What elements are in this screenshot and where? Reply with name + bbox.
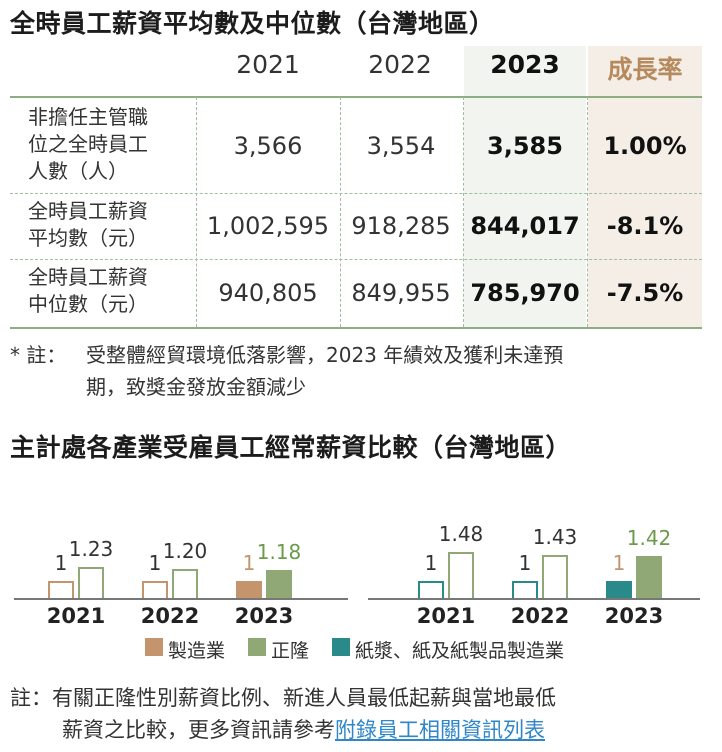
table-bottom-rule xyxy=(10,327,702,329)
table-title: 全時員工薪資平均數及中位數（台灣地區） xyxy=(10,9,495,38)
bar-baseline xyxy=(48,581,74,598)
table-row-divider xyxy=(10,259,702,260)
bar-baseline xyxy=(236,581,262,598)
bar-value-label: 1.23 xyxy=(68,537,114,561)
col-growth-bg xyxy=(588,46,702,328)
legend-label-manufacturing: 製造業 xyxy=(168,640,226,662)
header-growth: 成長率 xyxy=(607,55,683,84)
bar-value-label: 1.48 xyxy=(438,522,484,546)
table-col-divider xyxy=(463,97,464,327)
bar-company xyxy=(448,552,474,598)
row-label-median: 全時員工薪資 中位數（元） xyxy=(28,265,148,316)
note-line-1: 受整體經貿環境低落影響，2023 年績效及獲利未達預 xyxy=(86,343,564,367)
footer-note-line-1: 註：有關正隆性別薪資比例、新進人員最低起薪與當地最低 xyxy=(10,686,556,710)
table-col-divider xyxy=(340,97,341,327)
bar-value-label: 1 xyxy=(54,551,68,575)
x-tick-label: 2022 xyxy=(510,604,570,628)
bar-value-label: 1 xyxy=(424,551,438,575)
cell-average-2022: 918,285 xyxy=(351,212,451,240)
cell-median-2021: 940,805 xyxy=(218,279,318,307)
bar-baseline xyxy=(606,581,632,598)
legend-swatch-company xyxy=(248,638,266,656)
col-2023-bg xyxy=(464,46,586,328)
cell-employees-2022: 3,554 xyxy=(366,132,436,160)
row-label-employees: 非擔任主管職 位之全時員工 人數（人） xyxy=(28,105,148,183)
legend-label-paper-industry: 紙漿、紙及紙製品製造業 xyxy=(355,640,565,662)
cell-median-growth: -7.5% xyxy=(606,279,684,307)
footer-note-line-2: 薪資之比較，更多資訊請參考附錄員工相關資訊列表 xyxy=(62,714,545,744)
x-tick-label: 2021 xyxy=(416,604,476,628)
bar-value-label: 1 xyxy=(242,551,256,575)
cell-average-2023: 844,017 xyxy=(470,212,580,240)
legend-swatch-manufacturing xyxy=(145,638,163,656)
bar-company xyxy=(266,570,292,598)
bar-baseline xyxy=(418,581,444,598)
bar-value-label: 1.43 xyxy=(532,525,578,549)
cell-employees-growth: 1.00% xyxy=(603,132,687,160)
header-2022: 2022 xyxy=(368,50,432,79)
legend-swatch-paper-industry xyxy=(332,638,350,656)
table-header-rule xyxy=(10,96,702,98)
bar-company xyxy=(78,567,104,598)
table-col-divider xyxy=(587,97,588,327)
bar-baseline xyxy=(142,581,168,598)
cell-average-2021: 1,002,595 xyxy=(206,212,330,240)
cell-median-2022: 849,955 xyxy=(351,279,451,307)
cell-employees-2023: 3,585 xyxy=(487,132,563,160)
note-line-2: 期，致獎金發放金額減少 xyxy=(86,375,306,399)
bar-value-label: 1.18 xyxy=(256,540,302,564)
bar-value-label: 1 xyxy=(518,551,532,575)
x-tick-label: 2022 xyxy=(140,604,200,628)
legend-label-company: 正隆 xyxy=(271,640,310,662)
bar-company xyxy=(172,569,198,598)
bar-value-label: 1.20 xyxy=(162,539,208,563)
table-row-divider xyxy=(10,193,702,194)
bar-company xyxy=(542,555,568,598)
header-2021: 2021 xyxy=(236,50,300,79)
x-tick-label: 2023 xyxy=(234,604,294,628)
cell-employees-2021: 3,566 xyxy=(233,132,303,160)
chart-title: 主計處各產業受雇員工經常薪資比較（台灣地區） xyxy=(10,433,572,462)
row-label-average: 全時員工薪資 平均數（元） xyxy=(28,199,148,250)
footer-note-text: 薪資之比較，更多資訊請參考 xyxy=(62,718,335,742)
x-tick-label: 2023 xyxy=(604,604,664,628)
x-tick-label: 2021 xyxy=(46,604,106,628)
appendix-link[interactable]: 附錄員工相關資訊列表 xyxy=(335,718,545,742)
cell-median-2023: 785,970 xyxy=(470,279,580,307)
chart-axis xyxy=(14,598,348,600)
bar-value-label: 1 xyxy=(148,551,162,575)
bar-value-label: 1.42 xyxy=(626,526,672,550)
bar-value-label: 1 xyxy=(612,551,626,575)
chart-axis xyxy=(368,598,700,600)
header-2023: 2023 xyxy=(490,50,560,79)
bar-baseline xyxy=(512,581,538,598)
note-mark: * 註： xyxy=(10,343,67,367)
table-col-divider xyxy=(196,97,197,327)
bar-company xyxy=(636,556,662,598)
cell-average-growth: -8.1% xyxy=(606,212,684,240)
